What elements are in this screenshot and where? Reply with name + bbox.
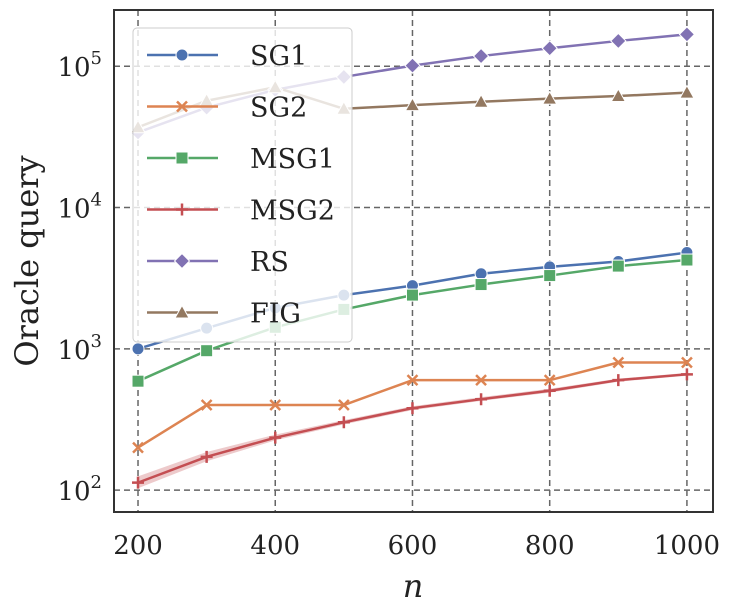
marker-sg2 (269, 399, 282, 411)
x-tick-labels: 200 400 600 800 1000 (113, 531, 720, 561)
marker-sg1 (131, 342, 145, 356)
marker-msg2 (132, 476, 145, 489)
legend-label-sg1: SG1 (250, 41, 307, 72)
marker-rs (404, 57, 421, 74)
marker-msg2 (337, 416, 350, 429)
marker-msg1 (131, 374, 145, 388)
marker-msg1 (405, 288, 419, 302)
marker-rs (610, 32, 627, 50)
legend-label-sg2: SG2 (250, 93, 307, 124)
y-tick-label: 105 (57, 48, 102, 83)
x-tick-label: 200 (113, 531, 163, 561)
marker-msg1 (474, 278, 488, 292)
legend-marker-sg1 (175, 48, 189, 62)
marker-msg1 (543, 269, 557, 283)
legend-label-msg2: MSG2 (250, 196, 335, 227)
marker-msg2 (406, 402, 419, 415)
plot-frame (113, 9, 714, 513)
marker-msg2 (680, 368, 693, 381)
marker-msg1 (680, 253, 694, 267)
legend-label-msg1: MSG1 (250, 144, 335, 175)
marker-msg2 (475, 393, 488, 406)
x-axis-title: n (403, 567, 424, 605)
x-tick-label: 800 (525, 531, 575, 561)
marker-msg2 (612, 374, 625, 387)
y-tick-labels: 102 103 104 105 (57, 48, 102, 507)
marker-fig (404, 97, 421, 112)
marker-fig (473, 93, 489, 108)
legend-marker-msg1 (175, 151, 189, 165)
marker-msg1 (200, 344, 214, 358)
x-tick-label: 1000 (654, 531, 720, 561)
marker-rs (472, 47, 490, 65)
marker-sg2 (406, 374, 419, 387)
marker-fig (679, 84, 695, 99)
legend-marker-rs (173, 252, 191, 270)
legend-marker-sg2 (176, 100, 188, 113)
legend-label-fig: FIG (250, 299, 301, 330)
x-tick-label: 400 (250, 531, 300, 561)
marker-rs (541, 40, 558, 57)
marker-rs (678, 26, 696, 43)
y-tick-label: 102 (57, 472, 102, 507)
marker-fig (610, 88, 627, 103)
legend-label-rs: RS (250, 247, 289, 278)
marker-msg2 (269, 431, 282, 444)
y-tick-label: 103 (57, 331, 102, 366)
legend-marker-fig (174, 304, 190, 319)
marker-msg2 (543, 384, 556, 397)
marker-fig (541, 90, 558, 105)
legend-frame (132, 27, 353, 343)
marker-msg2 (200, 450, 213, 463)
legend: SG1 SG2 MSG1 MSG2 RS FIG (132, 27, 353, 343)
marker-sg2 (200, 399, 213, 411)
legend-marker-msg2 (176, 203, 188, 216)
marker-sg1 (474, 267, 488, 281)
x-tick-label: 600 (388, 531, 438, 561)
marker-sg2 (132, 441, 144, 454)
marker-sg2 (543, 374, 556, 387)
y-axis-title: Oracle query (8, 155, 46, 366)
marker-sg2 (337, 399, 350, 411)
marker-sg2 (475, 374, 487, 387)
marker-sg2 (612, 356, 625, 369)
marker-msg1 (611, 259, 625, 273)
marker-sg2 (681, 356, 693, 369)
y-tick-label: 104 (57, 190, 102, 225)
